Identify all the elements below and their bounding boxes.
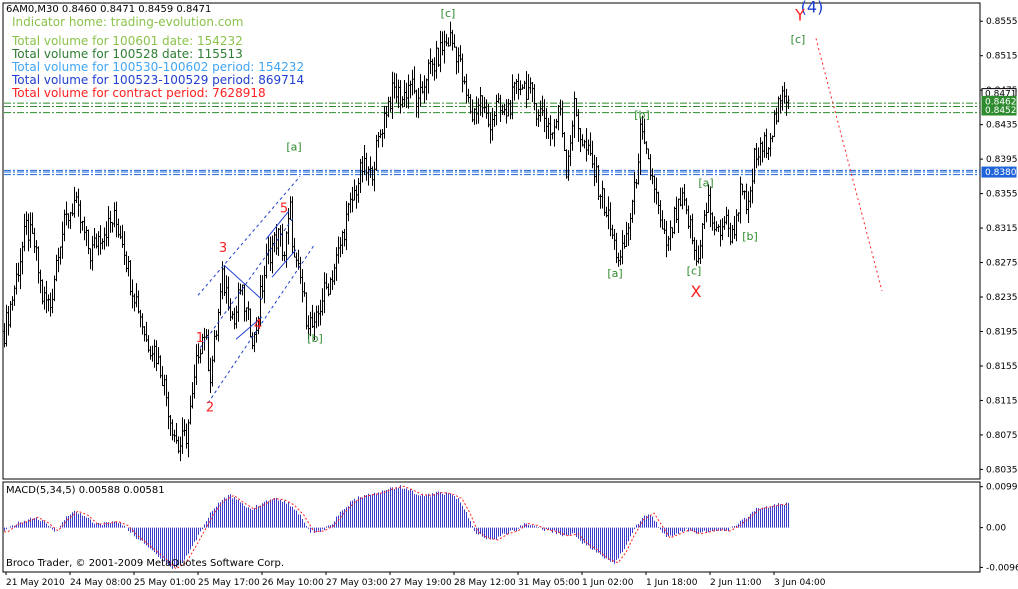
wave-label: X [691, 282, 702, 301]
macd-histogram: 0.0099 0.00 -0.00963 [4, 483, 1018, 573]
volume-line-2: Total volume for 100528 date: 115513 [12, 47, 243, 61]
triangle-line [271, 249, 297, 278]
wave-label: 3 [219, 241, 227, 256]
wave-label: [c] [441, 7, 456, 20]
time-tick-label: 1 Jun 18:00 [646, 578, 698, 588]
price-label-box [981, 166, 1017, 178]
time-tick-label: 27 May 03:00 [326, 578, 388, 588]
wave-label: 1 [196, 331, 204, 346]
time-tick-label: 27 May 19:00 [390, 578, 452, 588]
volume-line-3: Total volume for 100530-100602 period: 1… [12, 60, 305, 74]
channel-line [199, 216, 295, 349]
price-tick-label: 0.8155 [986, 362, 1018, 372]
macd-tick-label: 0.00 [986, 524, 1006, 534]
candles [3, 21, 790, 462]
triangle-line [235, 316, 263, 340]
price-tick-label: 0.8195 [986, 327, 1018, 337]
wave-label: [c] [791, 33, 806, 46]
wave-label: [b] [634, 109, 650, 122]
copyright-text: Broco Trader, © 2001-2009 MetaQuotes Sof… [6, 558, 284, 569]
wave-label: 2 [206, 401, 214, 416]
macd-label: MACD(5,34,5) 0.00588 0.00581 [6, 485, 165, 496]
wave-label: [a] [607, 267, 622, 280]
wave-label: [a] [698, 177, 713, 190]
wave-drawings: [c] (4)Y [c] [b] [a] [a] 5 [b] 3 [a] [c] X 4 [b] 1 2 [196, 0, 883, 416]
wave-label: [b] [742, 230, 758, 243]
channel-line [207, 245, 315, 404]
macd-signal-line [4, 485, 789, 570]
price-tick-label: 0.8035 [986, 465, 1018, 475]
price-label-box [981, 104, 1017, 116]
macd-panel-frame [2, 481, 981, 573]
wave-label: (4) [801, 0, 824, 17]
time-axis: 21 May 2010 24 May 08:00 25 May 01:00 25 Ma… [5, 572, 826, 588]
price-tick-label: 0.8435 [986, 121, 1018, 131]
wave-label: [a] [286, 141, 301, 154]
price-tick-label: 0.8235 [986, 293, 1018, 303]
macd-tick-label: -0.00963 [986, 563, 1018, 573]
time-tick-label: 31 May 05:00 [518, 578, 580, 588]
wave-label: 4 [254, 318, 262, 333]
time-tick-label: 1 Jun 02:00 [582, 578, 634, 588]
projection-line [815, 38, 883, 292]
wave-label: 5 [280, 202, 288, 217]
indicator-home-text: Indicator home: trading-evolution.com [12, 15, 244, 29]
time-tick-label: 24 May 08:00 [70, 578, 132, 588]
wave-label: Y [794, 5, 805, 24]
volume-line-1: Total volume for 100601 date: 154232 [12, 34, 243, 48]
triangle-line [265, 210, 290, 240]
volume-line-4: Total volume for 100523-100529 period: 8… [12, 73, 305, 87]
time-tick-label: 26 May 10:00 [262, 578, 324, 588]
horizontal-levels [4, 102, 980, 176]
price-tick-label: 0.8075 [986, 431, 1018, 441]
time-tick-label: 21 May 2010 [6, 578, 65, 588]
time-tick-label: 3 Jun 04:00 [774, 578, 826, 588]
symbol-info: 6AM0,M30 0.8460 0.8471 0.8459 0.8471 [6, 4, 212, 15]
price-tick-label: 0.8315 [986, 224, 1018, 234]
time-tick-label: 25 May 01:00 [134, 578, 196, 588]
price-tick-label: 0.8395 [986, 155, 1018, 165]
price-label-text: 0.8452 [985, 106, 1017, 116]
price-tick-label: 0.8515 [986, 52, 1018, 62]
triangle-line [223, 264, 263, 300]
time-tick-label: 25 May 17:00 [198, 578, 260, 588]
time-tick-label: 28 May 12:00 [454, 578, 516, 588]
price-tick-label: 0.8115 [986, 396, 1018, 406]
price-tick-label: 0.8355 [986, 190, 1018, 200]
main-panel-frame [2, 2, 981, 480]
price-label-text: 0.8471 [985, 90, 1017, 100]
price-label-text: 0.8462 [985, 97, 1017, 107]
channel-line [197, 176, 301, 296]
wave-label: [b] [307, 332, 323, 345]
macd-tick-label: 0.0099 [986, 483, 1018, 493]
price-axis: 0.85550.85150.84750.84350.83950.83550.83… [980, 17, 1018, 475]
price-tick-label: 0.8275 [986, 259, 1018, 269]
time-tick-label: 2 Jun 11:00 [710, 578, 762, 588]
price-label-text: 0.8380 [985, 168, 1017, 178]
price-tick-label: 0.8555 [986, 17, 1018, 27]
wave-label: [c] [687, 265, 702, 278]
volume-line-5: Total volume for contract period: 762891… [12, 86, 266, 100]
